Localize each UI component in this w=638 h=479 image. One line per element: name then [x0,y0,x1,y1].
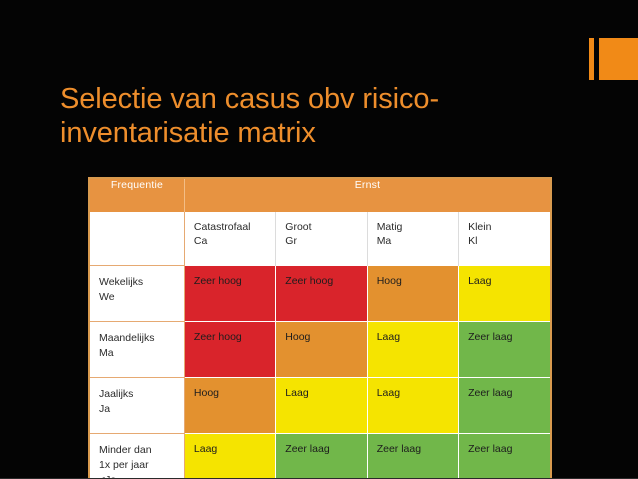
cell-minder-groot: Zeer laag [275,433,368,479]
cell-jaalijks-klein: Zeer laag [458,377,550,434]
cell-wekelijks-matig: Hoog [367,265,460,322]
matrix-row: Minder dan 1x per jaar <Ja Laag Zeer laa… [90,433,550,479]
accent-block [599,38,638,80]
cell-maandelijks-catastrofaal: Zeer hoog [184,321,277,378]
row-label-minder-dan-1x-per-jaar: Minder dan 1x per jaar <Ja [90,433,185,479]
subheader-catastrofaal: Catastrofaal Ca [184,212,277,266]
subheader-matig: Matig Ma [367,212,460,266]
cell-minder-catastrofaal: Laag [184,433,277,479]
cell-maandelijks-klein: Zeer laag [458,321,550,378]
accent-thin-bar [589,38,594,80]
cell-jaalijks-matig: Laag [367,377,460,434]
matrix-row: Maandelijks Ma Zeer hoog Hoog Laag Zeer … [90,321,550,378]
cell-jaalijks-groot: Laag [275,377,368,434]
cell-wekelijks-catastrofaal: Zeer hoog [184,265,277,322]
cell-maandelijks-groot: Hoog [275,321,368,378]
cell-maandelijks-matig: Laag [367,321,460,378]
row-label-maandelijks: Maandelijks Ma [90,321,185,378]
slide-title: Selectie van casus obv risico- inventari… [60,83,439,149]
matrix-subheader-row: Catastrofaal Ca Groot Gr Matig Ma Klein … [90,212,550,266]
matrix-row: Wekelijks We Zeer hoog Zeer hoog Hoog La… [90,265,550,322]
matrix-grid: Frequentie Ernst Catastrofaal Ca Groot G… [90,179,550,479]
header-ernst: Ernst [184,179,550,212]
risk-matrix-table: Frequentie Ernst Catastrofaal Ca Groot G… [88,177,552,479]
cell-jaalijks-catastrofaal: Hoog [184,377,277,434]
cell-minder-matig: Zeer laag [367,433,460,479]
row-label-jaalijks: Jaalijks Ja [90,377,185,434]
matrix-row: Jaalijks Ja Hoog Laag Laag Zeer laag [90,377,550,434]
cell-minder-klein: Zeer laag [458,433,550,479]
matrix-header-row: Frequentie Ernst [90,179,550,212]
subheader-corner-blank [90,212,185,266]
subheader-groot: Groot Gr [275,212,368,266]
cell-wekelijks-groot: Zeer hoog [275,265,368,322]
row-label-wekelijks: Wekelijks We [90,265,185,322]
subheader-klein: Klein Kl [458,212,550,266]
cell-wekelijks-klein: Laag [458,265,550,322]
header-frequentie: Frequentie [90,179,185,212]
